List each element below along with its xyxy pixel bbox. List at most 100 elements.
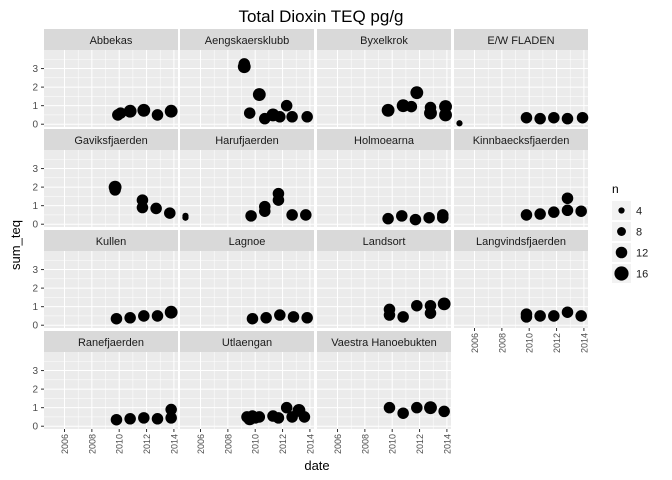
y-tick-label: 1	[32, 201, 38, 212]
facet-strip-label: Harufjaerden	[215, 135, 279, 147]
data-point	[381, 103, 395, 117]
x-tick-label: 2014	[579, 333, 589, 353]
data-point	[165, 403, 177, 416]
facet-strip-label: Utlaengan	[222, 337, 272, 349]
y-tick-label: 3	[32, 265, 38, 276]
facet-panel: Holmoearna	[317, 129, 451, 227]
facet-strip	[317, 129, 451, 150]
facet-strip-label: Ranefjaerden	[78, 337, 144, 349]
panel-background	[317, 352, 451, 429]
data-point	[272, 412, 285, 424]
data-point	[272, 194, 285, 206]
data-point	[151, 109, 164, 121]
y-tick-label: 3	[32, 366, 38, 377]
data-point	[274, 111, 286, 123]
facet-strip-label: Lagnoe	[229, 236, 266, 248]
data-point	[110, 413, 123, 426]
x-tick-label: 2012	[278, 434, 288, 454]
x-tick-label: 2012	[415, 434, 425, 454]
data-point	[253, 411, 266, 423]
data-point	[561, 306, 574, 318]
x-tick-label: 2006	[60, 434, 70, 454]
data-point	[424, 299, 437, 312]
x-tick-label: 2014	[442, 434, 452, 454]
data-point	[109, 184, 121, 196]
data-point	[439, 100, 452, 114]
data-point	[397, 407, 409, 419]
x-tick-label: 2010	[525, 333, 535, 353]
y-tick-label: 2	[32, 385, 38, 396]
data-point	[123, 104, 137, 118]
legend: n 4 8 12 16	[612, 182, 648, 283]
data-point	[138, 310, 150, 322]
data-point	[137, 103, 151, 117]
facet-strip-label: E/W FLADEN	[487, 35, 554, 47]
facet-strip-label: Vaestra Hanoebukten	[331, 337, 437, 349]
facet-strip-label: Kullen	[96, 236, 127, 248]
facet-panel: Kullen 0 1 2 3	[32, 230, 178, 332]
data-point	[423, 211, 435, 224]
data-point	[151, 413, 164, 425]
legend-label: 8	[636, 227, 642, 239]
data-point	[456, 120, 463, 127]
facet-strip	[180, 29, 314, 50]
facet-panel: Harufjaerden	[180, 129, 314, 227]
x-tick-label: 2014	[169, 434, 179, 454]
facet-panel: Aengskaersklubb	[180, 29, 314, 127]
facet-panels: Abbekas 0 1 2 3 Aengskaersklubb Byxelkrok E/W F…	[32, 29, 589, 454]
data-point	[437, 209, 449, 221]
facet-panel: Langvindsfjaerden 2006 2008 2010 2012 2014	[454, 230, 589, 353]
data-point	[383, 309, 396, 321]
data-point	[520, 111, 533, 124]
data-point	[301, 312, 313, 324]
x-tick-label: 2012	[142, 434, 152, 454]
data-point	[280, 99, 293, 112]
x-tick-label: 2010	[251, 434, 261, 454]
facet-strip	[180, 230, 314, 251]
data-point	[243, 107, 256, 119]
facet-panel: Abbekas 0 1 2 3	[32, 29, 178, 131]
data-point	[424, 101, 437, 114]
data-point	[164, 305, 178, 319]
data-point	[405, 100, 418, 113]
y-tick-label: 1	[32, 101, 38, 112]
data-point	[164, 104, 178, 118]
x-tick-label: 2008	[223, 434, 233, 454]
data-point	[397, 311, 409, 323]
facet-strip-label: Gaviksfjaerden	[74, 135, 147, 147]
legend-label: 4	[636, 206, 642, 218]
facet-strip	[180, 331, 314, 352]
data-point	[383, 401, 396, 414]
facet-panel: Gaviksfjaerden 0 1 2 3	[32, 129, 178, 231]
data-point	[576, 111, 589, 124]
x-axis-label: date	[304, 458, 329, 473]
facet-panel: E/W FLADEN	[454, 29, 589, 127]
data-point	[286, 209, 298, 221]
data-point	[286, 111, 298, 123]
data-point	[575, 205, 587, 217]
data-point	[298, 411, 311, 423]
x-tick-label: 2010	[115, 434, 125, 454]
y-axis-label: sum_teq	[8, 220, 23, 270]
data-point	[252, 88, 266, 101]
data-point	[300, 209, 312, 221]
facet-strip-label: Landsort	[363, 236, 406, 248]
facet-strip-label: Abbekas	[90, 35, 133, 47]
data-point	[548, 206, 560, 218]
facet-strip-label: Langvindsfjaerden	[476, 236, 566, 248]
data-point	[165, 412, 177, 424]
facet-panel: Utlaengan 2006 2008 2010 2012 2014	[180, 331, 315, 454]
legend-symbol	[615, 246, 628, 259]
data-point	[260, 312, 272, 324]
y-tick-label: 3	[32, 64, 38, 75]
data-point	[437, 297, 451, 311]
facet-strip	[44, 129, 178, 150]
data-point	[245, 210, 257, 222]
x-tick-label: 2008	[87, 434, 97, 454]
x-tick-label: 2014	[305, 434, 315, 454]
data-point	[138, 412, 150, 424]
legend-symbol	[618, 207, 625, 214]
data-point	[520, 311, 533, 323]
data-point	[561, 192, 574, 205]
